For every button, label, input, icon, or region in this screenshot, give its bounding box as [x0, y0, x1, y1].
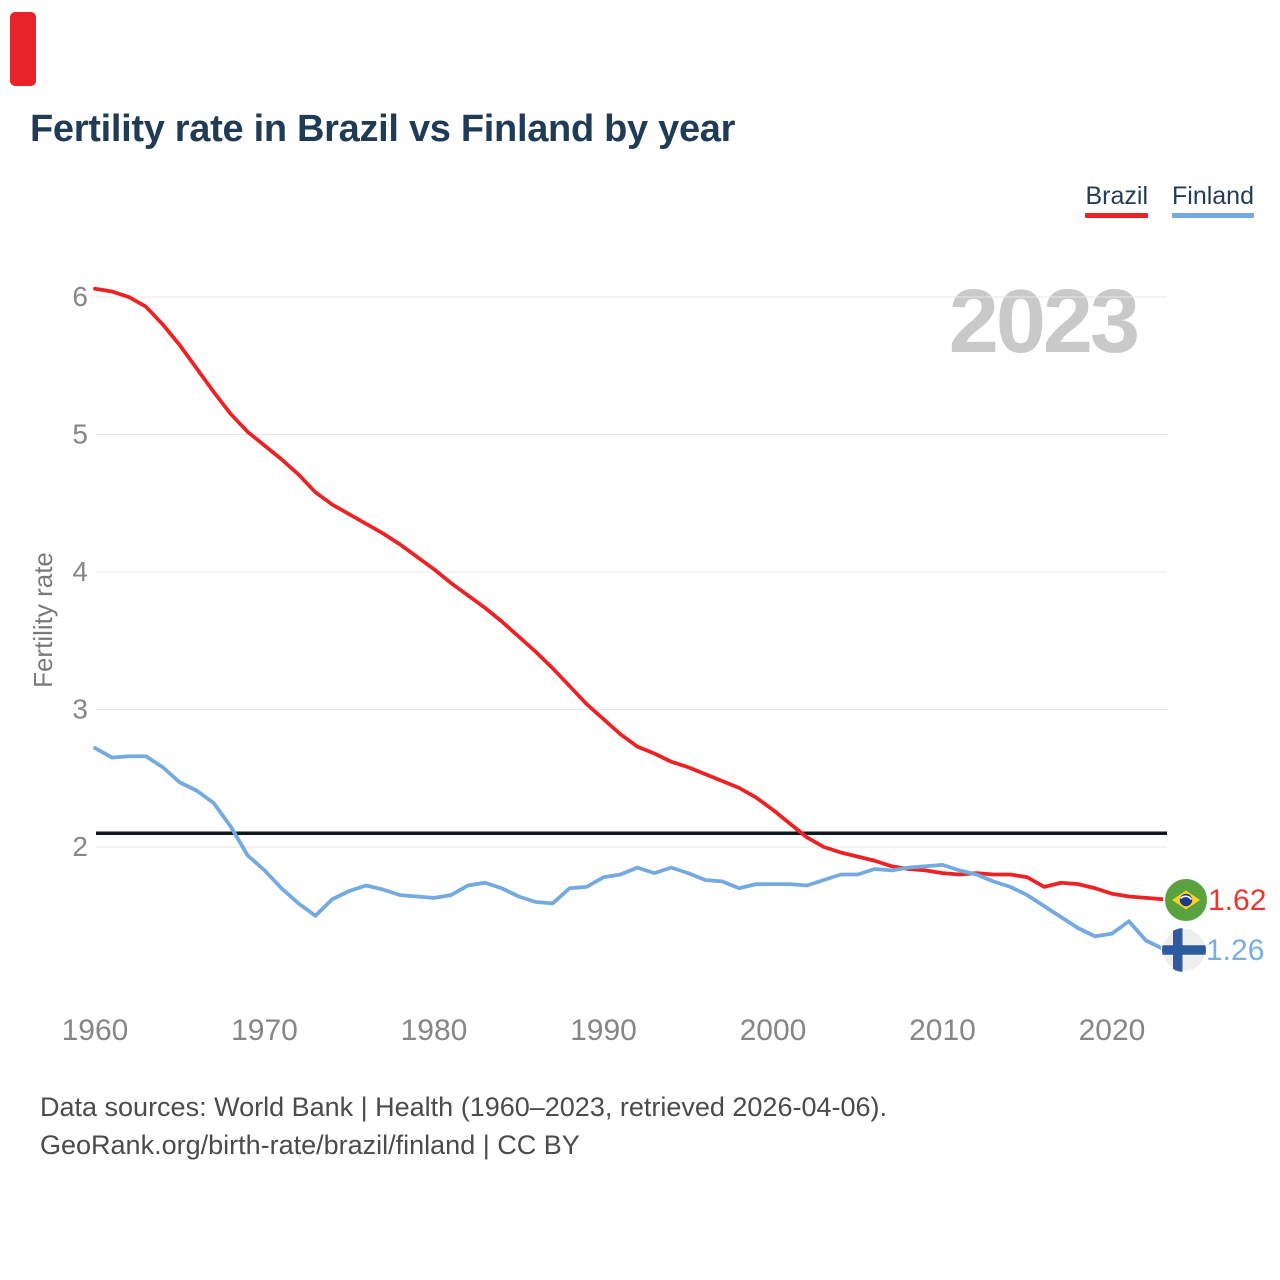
y-tick-label: 2 — [72, 831, 88, 862]
y-tick-label: 4 — [72, 556, 88, 587]
x-tick-label: 1960 — [62, 1014, 129, 1047]
finland-end-value: 1.26 — [1206, 934, 1265, 967]
legend-color-bar-brazil — [1085, 213, 1148, 218]
y-tick-label: 5 — [72, 419, 88, 450]
legend-color-bar-finland — [1172, 213, 1254, 218]
year-watermark: 2023 — [949, 272, 1137, 372]
x-tick-label: 1990 — [570, 1014, 637, 1047]
y-tick-label: 3 — [72, 694, 88, 725]
finland-flag-icon — [1160, 926, 1208, 974]
x-tick-label: 2020 — [1079, 1014, 1146, 1047]
x-tick-label: 1970 — [231, 1014, 298, 1047]
brazil-flag-icon — [1162, 876, 1210, 924]
legend-label-brazil: Brazil — [1085, 182, 1148, 210]
source-attribution: Data sources: World Bank | Health (1960–… — [40, 1088, 887, 1164]
legend-item-finland[interactable]: Finland — [1172, 183, 1254, 218]
legend: Brazil Finland — [1085, 183, 1254, 218]
legend-item-brazil[interactable]: Brazil — [1085, 183, 1148, 218]
red-accent-bar — [10, 12, 36, 86]
y-tick-label: 6 — [72, 281, 88, 312]
brazil-line — [93, 286, 1165, 902]
finland-line — [93, 746, 1165, 951]
y-axis-label: Fertility rate — [28, 552, 58, 688]
source-line-1: Data sources: World Bank | Health (1960–… — [40, 1092, 887, 1122]
legend-label-finland: Finland — [1172, 182, 1254, 210]
x-tick-label: 2010 — [909, 1014, 976, 1047]
brazil-end-value: 1.62 — [1208, 884, 1267, 917]
x-tick-label: 2000 — [740, 1014, 807, 1047]
source-line-2: GeoRank.org/birth-rate/brazil/finland | … — [40, 1130, 580, 1160]
page-title: Fertility rate in Brazil vs Finland by y… — [30, 108, 736, 150]
x-tick-label: 1980 — [401, 1014, 468, 1047]
